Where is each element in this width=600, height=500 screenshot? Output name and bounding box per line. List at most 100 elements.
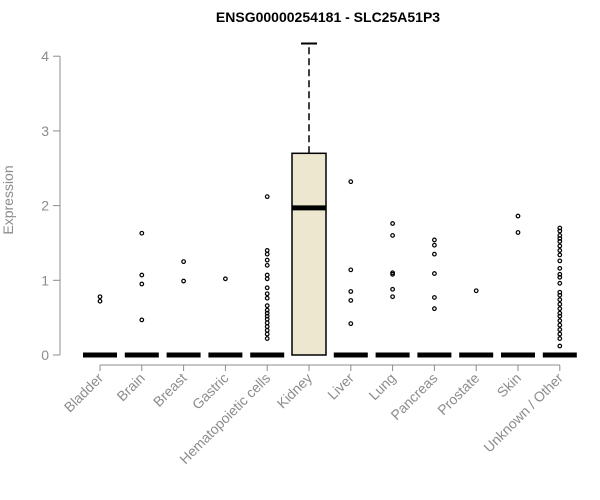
outlier-point xyxy=(264,262,270,268)
y-tick-label: 4 xyxy=(41,48,49,64)
x-tick-label: Prostate xyxy=(434,370,482,418)
outlier-point xyxy=(264,331,270,337)
x-tick-label: Bladder xyxy=(61,370,107,416)
x-tick-label: Unknown / Other xyxy=(480,370,566,456)
outlier-point xyxy=(264,303,270,309)
outlier-point xyxy=(557,236,563,241)
outlier-point xyxy=(139,281,145,287)
outlier-point xyxy=(432,242,437,248)
outlier-point xyxy=(557,297,563,303)
box-kidney xyxy=(291,42,327,356)
box-unknown-other xyxy=(542,225,577,358)
outlier-point xyxy=(390,233,396,238)
box-brain xyxy=(124,230,159,358)
outlier-point xyxy=(97,298,103,304)
outlier-point xyxy=(264,320,270,326)
box-hematopoietic-cells xyxy=(250,194,285,358)
outlier-point xyxy=(557,289,563,295)
y-tick-label: 0 xyxy=(41,347,49,363)
outlier-point xyxy=(557,306,563,312)
outlier-point xyxy=(348,179,354,185)
outlier-point xyxy=(557,274,563,280)
outlier-point xyxy=(348,267,354,273)
box-skin xyxy=(501,213,535,358)
outlier-point xyxy=(264,316,270,322)
outlier-point xyxy=(557,322,563,328)
outlier-point xyxy=(557,301,563,307)
outlier-point xyxy=(264,324,270,330)
outlier-point xyxy=(557,252,563,258)
outlier-point xyxy=(557,292,563,298)
outlier-point xyxy=(390,270,396,276)
outlier-point xyxy=(557,243,563,249)
outlier-point xyxy=(264,313,270,319)
outlier-point xyxy=(222,276,228,282)
outlier-point xyxy=(390,294,396,300)
y-axis: 0 1 2 3 4 xyxy=(41,48,61,363)
outlier-point xyxy=(348,298,354,303)
outlier-point xyxy=(557,280,563,286)
outlier-point xyxy=(264,251,270,257)
outlier-point xyxy=(557,225,563,231)
outlier-point xyxy=(432,251,437,257)
box-lung xyxy=(375,221,410,358)
outlier-point xyxy=(473,288,479,294)
outlier-point xyxy=(264,291,270,297)
outlier-point xyxy=(557,265,563,271)
box-body xyxy=(291,152,327,356)
x-tick-label: Breast xyxy=(150,370,190,410)
outlier-point xyxy=(432,306,437,312)
outlier-point xyxy=(557,271,563,277)
box-pancreas xyxy=(417,237,452,358)
outlier-point xyxy=(139,317,145,323)
x-tick-label: Kidney xyxy=(274,370,316,412)
outlier-point xyxy=(515,230,521,235)
box-liver xyxy=(333,179,368,358)
box-breast xyxy=(166,259,201,358)
outlier-point xyxy=(515,213,521,219)
x-tick-label: Brain xyxy=(113,370,147,404)
box-gastric xyxy=(208,276,243,358)
outlier-point xyxy=(557,313,563,319)
outlier-point xyxy=(557,233,563,238)
outlier-point xyxy=(348,321,354,327)
outlier-point xyxy=(264,295,270,301)
outlier-point xyxy=(264,194,270,200)
outlier-point xyxy=(264,285,270,291)
outlier-point xyxy=(97,294,103,300)
outlier-point xyxy=(264,257,270,263)
outlier-point xyxy=(264,310,270,316)
box-prostate xyxy=(459,288,494,358)
outlier-point xyxy=(264,336,270,341)
y-axis-label: Expression xyxy=(0,165,16,234)
outlier-point xyxy=(557,310,563,316)
outlier-point xyxy=(557,239,563,244)
y-tick-label: 2 xyxy=(41,198,49,214)
outlier-point xyxy=(557,343,563,349)
outlier-point xyxy=(432,237,437,243)
y-tick-label: 3 xyxy=(41,123,49,139)
outlier-point xyxy=(181,278,187,284)
outlier-point xyxy=(557,318,563,324)
outlier-point xyxy=(264,272,270,278)
y-tick-label: 1 xyxy=(41,272,49,288)
outlier-point xyxy=(432,295,437,300)
outlier-point xyxy=(139,272,145,278)
outlier-point xyxy=(264,248,270,253)
outlier-point xyxy=(264,327,270,333)
outlier-point xyxy=(139,230,145,236)
outlier-point xyxy=(557,331,563,337)
x-tick-label: Lung xyxy=(365,370,398,403)
x-tick-label: Skin xyxy=(494,370,525,401)
outlier-point xyxy=(181,259,187,265)
outlier-point xyxy=(264,307,270,313)
outlier-point xyxy=(557,258,563,264)
outlier-point xyxy=(557,327,563,333)
box-bladder xyxy=(83,294,117,358)
outlier-point xyxy=(432,271,437,276)
outlier-point xyxy=(557,248,563,253)
box-series xyxy=(83,42,577,358)
outlier-point xyxy=(390,286,396,292)
